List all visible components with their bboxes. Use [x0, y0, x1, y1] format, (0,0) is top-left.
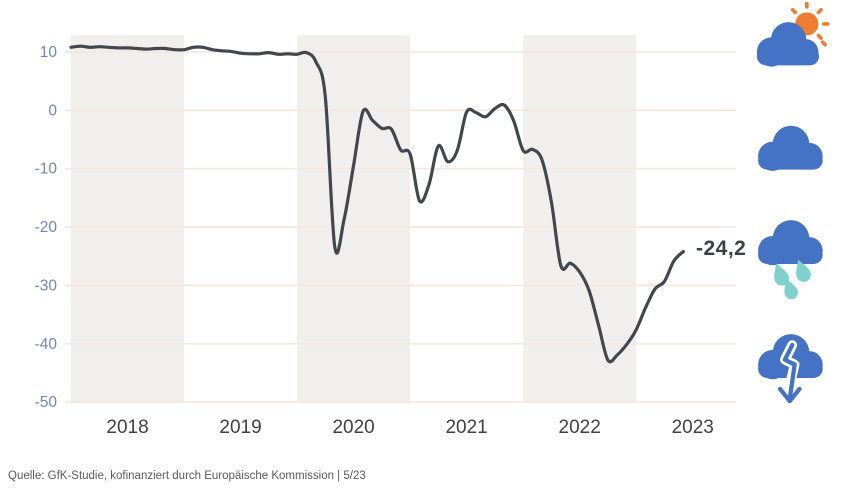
- year-band-2022: [523, 35, 637, 403]
- partly-sunny-cloud-icon: [752, 2, 830, 80]
- y-tick-label: -30: [35, 277, 58, 294]
- x-tick-label: 2022: [559, 417, 601, 438]
- y-tick-label: 10: [40, 44, 58, 61]
- x-tick-label: 2021: [445, 417, 487, 438]
- year-band-2020: [297, 35, 411, 403]
- weather-scale-legend: [752, 0, 842, 460]
- cloud-icon: [752, 116, 830, 184]
- rain-cloud-icon: [752, 214, 830, 304]
- consumer-climate-line: [69, 44, 685, 364]
- y-tick-label: -40: [35, 336, 58, 353]
- consumer-climate-line-chart: 10 0 -10 -20 -30 -40 -50 2018 2019 2020 2021 2022 20…: [35, 35, 736, 438]
- x-tick-label: 2019: [219, 417, 261, 438]
- latest-value-label: -24,2: [696, 237, 747, 260]
- x-tick-label: 2023: [672, 417, 714, 438]
- y-tick-label: -10: [35, 161, 58, 178]
- x-tick-label: 2020: [332, 417, 374, 438]
- y-tick-label: -20: [35, 219, 58, 236]
- source-caption: Quelle: GfK-Studie, kofinanziert durch E…: [8, 470, 366, 482]
- x-tick-label: 2018: [106, 417, 148, 438]
- cloud-down-arrow-icon: [752, 328, 830, 418]
- year-band-2018: [71, 35, 185, 403]
- y-tick-label: 0: [48, 102, 57, 119]
- y-tick-label: -50: [35, 394, 58, 411]
